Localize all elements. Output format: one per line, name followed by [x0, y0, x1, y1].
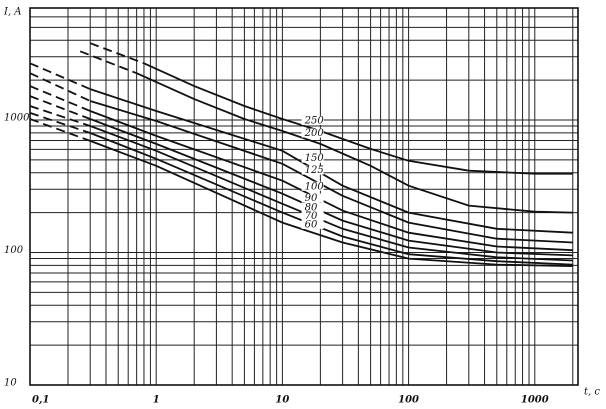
curve [89, 125, 573, 262]
curve-label: 70 [305, 211, 318, 222]
y-tick-label: 1000 [4, 112, 30, 123]
curve-label-bg [301, 128, 324, 138]
curve-label: 90 [305, 193, 318, 204]
curve-label: 150 [305, 153, 325, 164]
curve-label: 200 [304, 128, 325, 139]
curve-label-bg [301, 203, 324, 213]
curve-label-bg [301, 211, 324, 221]
curve-label: 60 [305, 219, 318, 230]
x-tick-label: 0,1 [32, 395, 49, 406]
dashed-curve [89, 42, 145, 65]
curve [143, 62, 573, 175]
curve-label-bg [301, 165, 324, 175]
dashed-curve [29, 112, 91, 134]
dashed-curve [29, 105, 91, 127]
dashed-curve [79, 50, 137, 75]
curve-label: 80 [305, 203, 318, 214]
curve-label-bg [301, 219, 324, 229]
curve [89, 100, 573, 244]
curve [89, 132, 573, 266]
dashed-curve [29, 72, 91, 102]
x-tick-label: 10 [275, 395, 289, 406]
curve-label: 125 [305, 165, 324, 176]
curve-label: 100 [305, 181, 325, 192]
dashed-curve [29, 95, 91, 120]
y-tick-label: 100 [4, 245, 24, 256]
curve-label: 250 [304, 115, 325, 126]
curve [89, 110, 573, 252]
curve-label-bg [301, 181, 324, 191]
curve-label-bg [301, 193, 324, 203]
curve [89, 140, 573, 267]
curve [89, 118, 573, 257]
dashed-curve [29, 118, 91, 142]
plot-frame [29, 7, 579, 386]
y-axis-label: I, A [3, 7, 22, 18]
x-axis-label: t, c [584, 387, 600, 398]
curve-label-bg [301, 115, 324, 125]
curve [136, 72, 573, 214]
curve [89, 88, 573, 234]
x-tick-label: 1 [153, 395, 160, 406]
dashed-curve [29, 85, 91, 112]
x-tick-label: 1000 [521, 395, 549, 406]
dashed-curve [29, 62, 91, 90]
y-tick-label: 10 [4, 378, 17, 389]
curve-label-bg [301, 153, 324, 163]
x-tick-label: 100 [398, 395, 419, 406]
